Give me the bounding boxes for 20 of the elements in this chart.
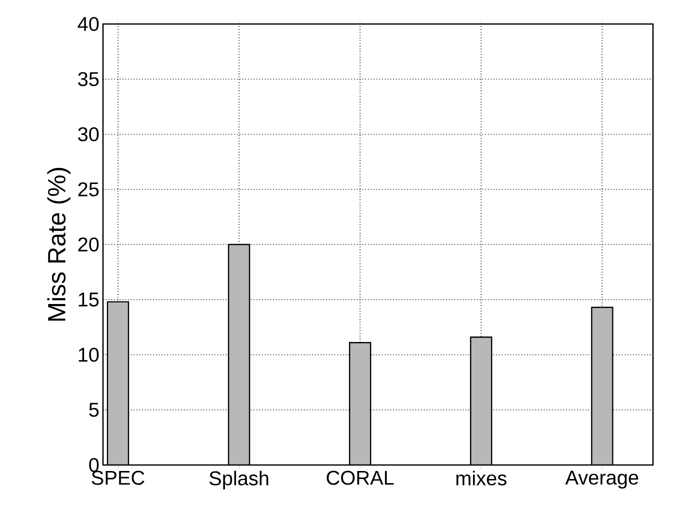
x-tick-label: Splash <box>209 470 268 490</box>
bar <box>348 342 372 465</box>
y-tick-label: 35 <box>78 72 99 86</box>
y-tick-label: 10 <box>78 348 99 362</box>
y-tick-label: 40 <box>78 16 99 32</box>
x-tick-label: CORAL <box>326 470 394 485</box>
bar <box>470 336 492 465</box>
bar <box>591 306 614 465</box>
bar <box>106 301 130 465</box>
y-tick-label: 0 <box>89 458 99 472</box>
y-tick-label: 5 <box>89 402 99 417</box>
y-tick-label: 15 <box>78 292 99 307</box>
y-tick-label: 25 <box>78 182 99 196</box>
y-axis-title: Miss Rate (%) <box>47 168 70 321</box>
bar <box>228 244 250 465</box>
x-tick-label: Average <box>565 470 638 489</box>
y-tick-label: 20 <box>78 237 99 252</box>
y-tick-label: 30 <box>78 127 99 142</box>
x-tick-label: SPEC <box>92 470 144 485</box>
x-tick-label: mixes <box>456 470 506 486</box>
